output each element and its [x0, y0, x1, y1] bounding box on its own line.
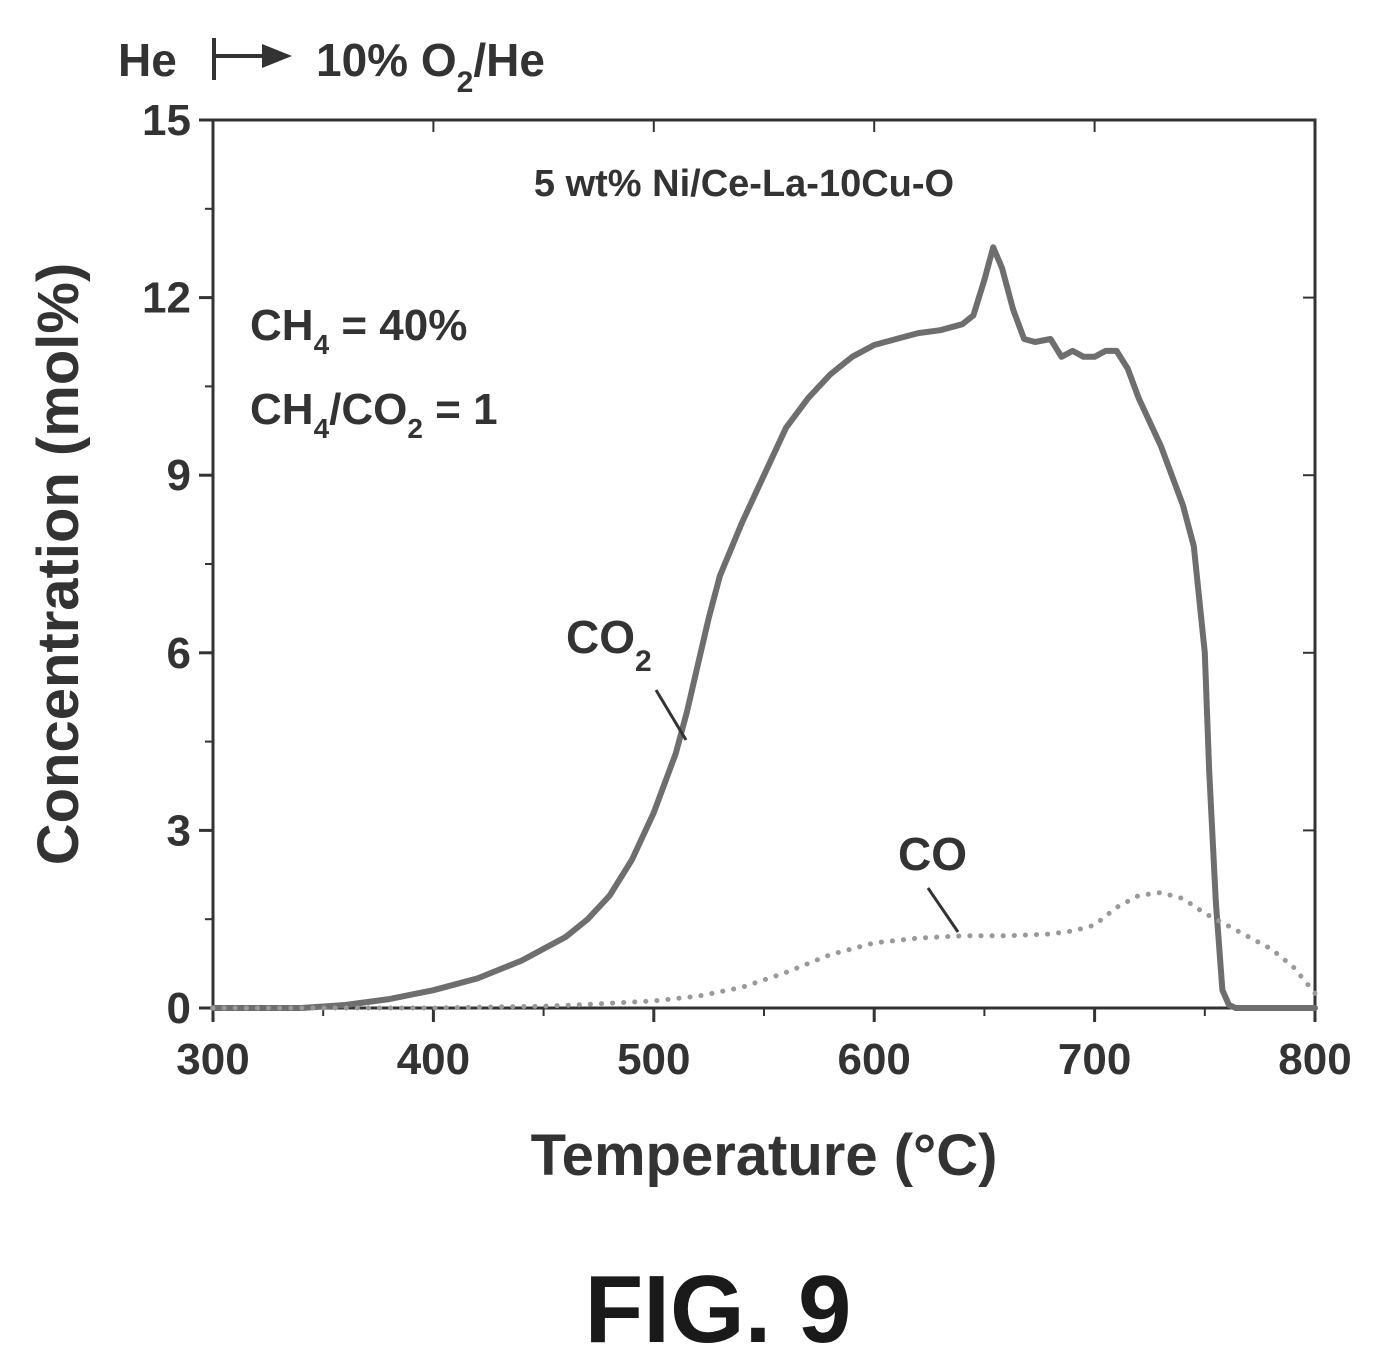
- series-layer: [210, 244, 1318, 1011]
- y-tick-label: 15: [142, 96, 191, 145]
- x-tick-label: 400: [397, 1035, 470, 1084]
- header-he-label: He: [118, 34, 177, 86]
- gas-switch-header: He 10% O2/He: [118, 34, 545, 99]
- co2-series-label: CO2: [566, 611, 652, 678]
- x-tick-label: 300: [176, 1035, 249, 1084]
- y-tick-label: 6: [167, 629, 191, 678]
- series-line-co: [210, 890, 1318, 1011]
- header-gas-mixture: 10% O2/He: [316, 34, 545, 99]
- x-tick-labels: 300 400 500 600 700 800: [176, 1035, 1351, 1084]
- series-line-co2: [210, 244, 1318, 1011]
- x-axis-title: Temperature (°C): [531, 1123, 998, 1188]
- figure-label: FIG. 9: [585, 1256, 852, 1363]
- x-tick-label: 800: [1278, 1035, 1351, 1084]
- y-tick-label: 12: [142, 274, 191, 323]
- y-tick-label: 9: [167, 451, 191, 500]
- ch4-concentration-label: CH4 = 40%: [250, 301, 467, 360]
- ch4-co2-ratio-label: CH4/CO2 = 1: [250, 385, 498, 444]
- y-tick-labels: 0 3 6 9 12 15: [142, 96, 191, 1033]
- y-tick-label: 3: [167, 806, 191, 855]
- co2-leader-line: [654, 689, 688, 741]
- sample-label: 5 wt% Ni/Ce-La-10Cu-O: [534, 163, 954, 205]
- axis-ticks: [199, 118, 1317, 1022]
- x-tick-label: 600: [837, 1035, 910, 1084]
- arrow-right-icon: [262, 44, 292, 68]
- y-axis-title: Concentration (mol%): [26, 263, 91, 866]
- plot-frame: [211, 118, 1317, 1010]
- x-tick-label: 700: [1058, 1035, 1131, 1084]
- y-tick-label: 0: [167, 984, 191, 1033]
- co-series-label: CO: [898, 828, 967, 880]
- co-leader-line: [926, 887, 960, 933]
- x-tick-label: 500: [617, 1035, 690, 1084]
